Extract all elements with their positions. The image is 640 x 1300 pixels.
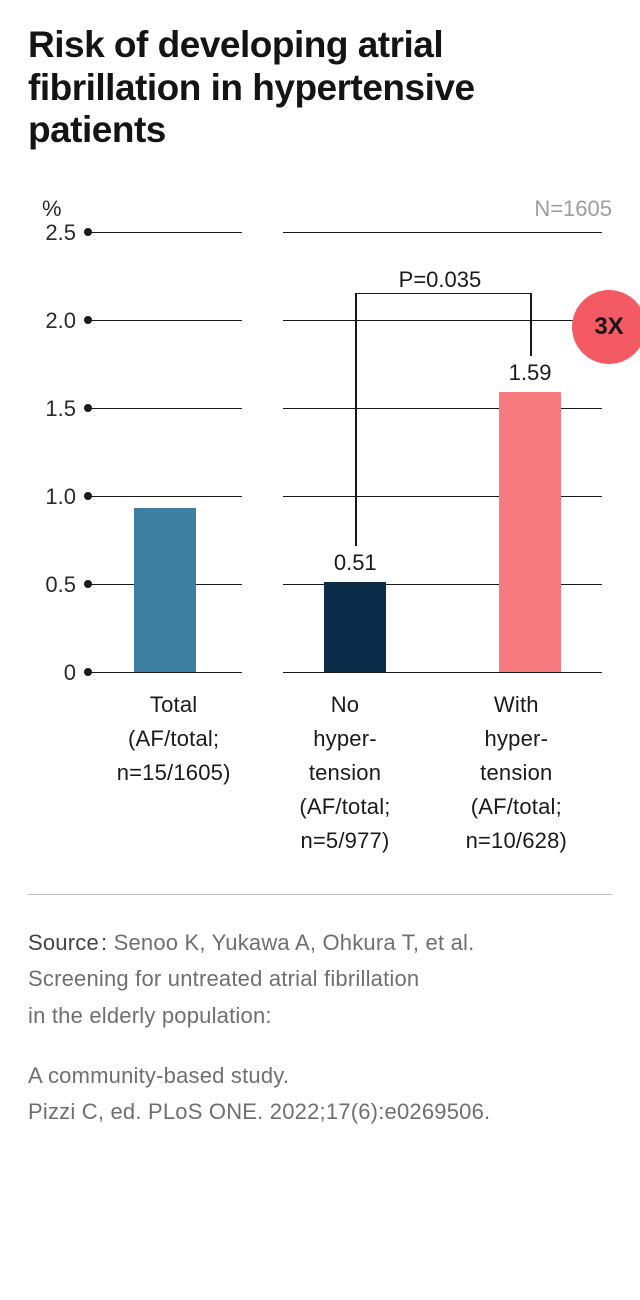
bar-no-hypertension <box>324 582 386 672</box>
y-tick-label: 1.5 <box>32 396 76 422</box>
source-label: Source : <box>28 930 114 955</box>
sample-size-label: N=1605 <box>534 196 612 222</box>
tick-dot <box>84 668 92 676</box>
tick-dot <box>84 316 92 324</box>
gridline: 2.5 <box>88 232 602 233</box>
source-citation: Source : Senoo K, Yukawa A, Ohkura T, et… <box>28 925 612 1130</box>
bar-value-label: 1.59 <box>480 360 580 386</box>
bracket-arm <box>355 293 357 546</box>
bar-with-hypertension <box>499 392 561 672</box>
y-tick-label: 0 <box>32 660 76 686</box>
chart-title: Risk of developing atrial fibrillation i… <box>28 24 612 152</box>
gridline: 2.0 <box>88 320 602 321</box>
x-label-no-hypertension: Nohyper-tension(AF/total;n=5/977) <box>259 688 430 858</box>
y-tick-label: 2.5 <box>32 220 76 246</box>
tick-dot <box>84 228 92 236</box>
tick-dot <box>84 492 92 500</box>
bracket-arm <box>530 293 532 356</box>
p-value-label: P=0.035 <box>399 267 482 293</box>
y-tick-label: 0.5 <box>32 572 76 598</box>
y-tick-label: 1.0 <box>32 484 76 510</box>
chart: % N=1605 00.51.01.52.02.50.511.59P=0.035… <box>28 232 612 858</box>
tick-dot <box>84 580 92 588</box>
x-label-with-hypertension: Withhyper-tension(AF/total;n=10/628) <box>431 688 602 858</box>
source-block-2: A community-based study.Pizzi C, ed. PLo… <box>28 1058 612 1131</box>
source-block-1: Source : Senoo K, Yukawa A, Ohkura T, et… <box>28 925 612 1034</box>
x-axis-labels: Total(AF/total;n=15/1605)Nohyper-tension… <box>88 688 602 858</box>
bar-total <box>134 508 196 672</box>
y-tick-label: 2.0 <box>32 308 76 334</box>
x-label-total: Total(AF/total;n=15/1605) <box>88 688 259 858</box>
multiplier-badge: 3X <box>572 290 640 364</box>
y-axis-unit: % <box>42 196 62 222</box>
divider <box>28 894 612 895</box>
gridline: 0 <box>88 672 602 673</box>
bar-value-label: 0.51 <box>305 550 405 576</box>
plot-area: 00.51.01.52.02.50.511.59P=0.0353X <box>88 232 602 672</box>
comparison-bracket <box>355 293 530 294</box>
tick-dot <box>84 404 92 412</box>
